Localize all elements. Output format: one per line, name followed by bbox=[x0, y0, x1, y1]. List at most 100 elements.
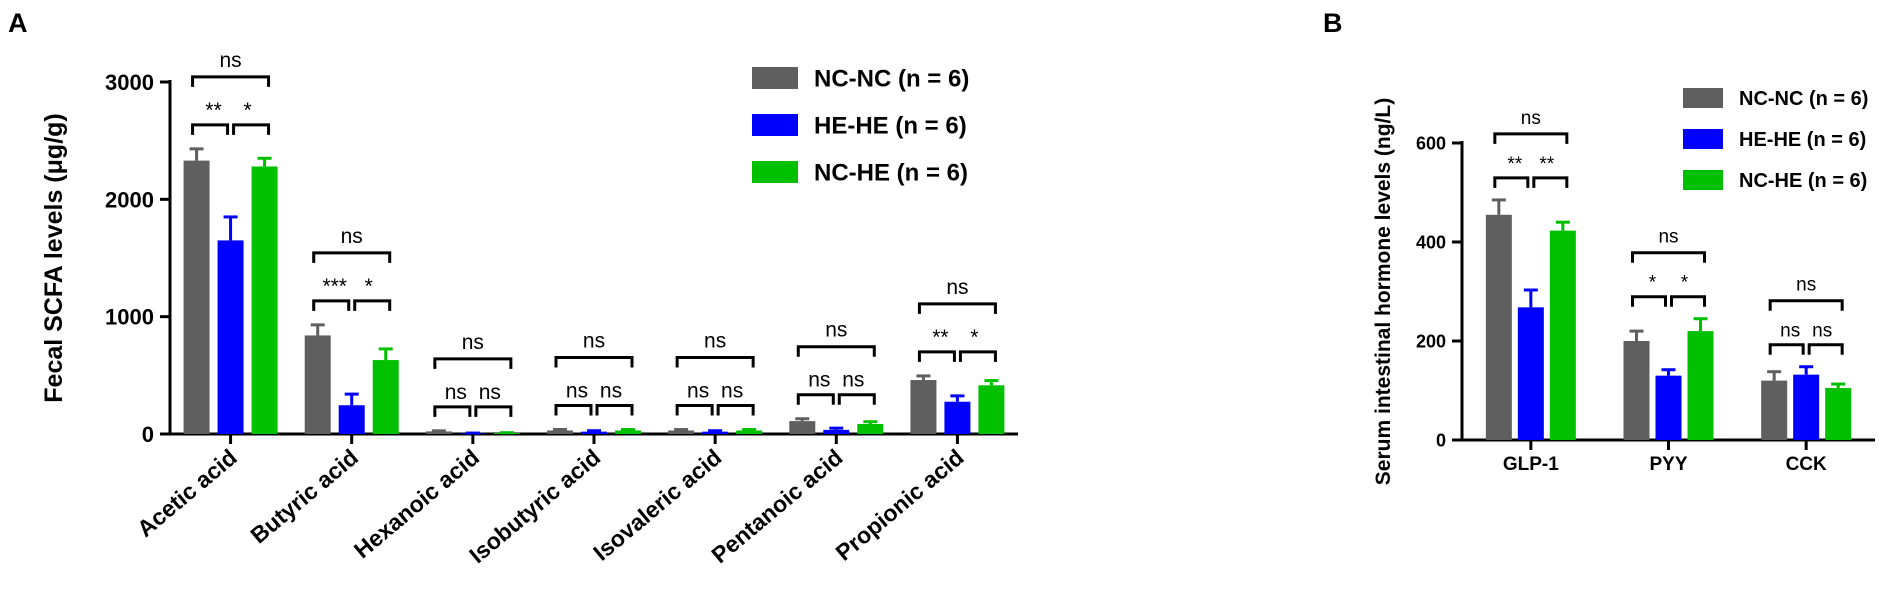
significance-label: ns bbox=[583, 330, 605, 353]
legend-swatch bbox=[752, 114, 798, 136]
significance-label: ns bbox=[842, 369, 864, 392]
bar bbox=[1761, 380, 1788, 440]
bar bbox=[581, 431, 607, 434]
significance-bracket bbox=[232, 123, 271, 135]
significance-label: *** bbox=[322, 275, 347, 298]
significance-label: ns bbox=[479, 381, 501, 404]
x-tick-label: CCK bbox=[1786, 454, 1827, 475]
significance-bracket bbox=[1768, 299, 1844, 311]
significance-label: * bbox=[365, 275, 373, 298]
significance-label: ns bbox=[1812, 321, 1832, 342]
significance-bracket bbox=[796, 345, 876, 357]
significance-label: ns bbox=[704, 330, 726, 353]
significance-bracket bbox=[1532, 176, 1569, 188]
significance-label: ns bbox=[341, 225, 363, 248]
bar bbox=[251, 166, 278, 435]
significance-bracket bbox=[191, 123, 230, 135]
x-tick-label: Butyric acid bbox=[245, 444, 363, 549]
significance-label: ns bbox=[1780, 321, 1800, 342]
y-tick-label: 400 bbox=[1416, 232, 1446, 252]
bar bbox=[736, 430, 763, 434]
significance-bracket bbox=[716, 404, 755, 416]
significance-label: ns bbox=[825, 319, 847, 342]
significance-bracket bbox=[1631, 295, 1667, 307]
panel-label: A bbox=[8, 8, 28, 38]
significance-bracket bbox=[474, 405, 513, 417]
bar bbox=[217, 240, 244, 434]
bar bbox=[304, 335, 331, 434]
legend-label: HE-HE (n = 6) bbox=[814, 113, 967, 140]
bar bbox=[857, 424, 884, 434]
legend-label: HE-HE (n = 6) bbox=[1739, 129, 1866, 151]
bar bbox=[1517, 307, 1544, 440]
significance-bracket bbox=[958, 350, 997, 362]
significance-label: ns bbox=[1521, 108, 1541, 129]
y-tick-label: 0 bbox=[142, 422, 154, 447]
significance-label: ns bbox=[1658, 227, 1678, 248]
significance-label: ns bbox=[600, 380, 622, 403]
significance-label: * bbox=[1681, 273, 1689, 294]
significance-bracket bbox=[1807, 343, 1844, 355]
significance-bracket bbox=[595, 404, 634, 416]
y-tick-label: 1000 bbox=[105, 305, 154, 330]
significance-bracket bbox=[312, 251, 392, 263]
x-tick-label: PYY bbox=[1649, 454, 1687, 475]
significance-label: ns bbox=[1796, 275, 1816, 296]
significance-label: ** bbox=[932, 326, 948, 349]
bar bbox=[338, 405, 365, 434]
y-axis-label: Fecal SCFA levels (μg/g) bbox=[40, 113, 68, 402]
x-tick-label: Propionic acid bbox=[831, 444, 969, 566]
bar bbox=[1687, 331, 1714, 440]
y-tick-label: 0 bbox=[1436, 430, 1446, 450]
significance-bracket bbox=[1768, 343, 1805, 355]
bar bbox=[702, 431, 729, 434]
x-tick-label: GLP-1 bbox=[1503, 454, 1559, 475]
bar bbox=[1623, 341, 1650, 440]
significance-bracket bbox=[1493, 176, 1530, 188]
bar bbox=[425, 431, 452, 434]
significance-bracket bbox=[917, 302, 997, 314]
legend-swatch bbox=[1683, 170, 1723, 190]
x-tick-label: Isovaleric acid bbox=[588, 444, 726, 566]
significance-label: ns bbox=[721, 380, 743, 403]
bar bbox=[910, 380, 937, 434]
bar bbox=[1825, 388, 1852, 440]
significance-label: ns bbox=[462, 331, 484, 354]
significance-bracket bbox=[433, 357, 513, 369]
significance-label: * bbox=[1649, 273, 1657, 294]
significance-label: ns bbox=[687, 380, 709, 403]
significance-bracket bbox=[917, 350, 956, 362]
legend-swatch bbox=[752, 161, 798, 183]
bar bbox=[372, 360, 399, 434]
significance-bracket bbox=[837, 393, 876, 405]
y-tick-label: 2000 bbox=[105, 187, 154, 212]
y-tick-label: 3000 bbox=[105, 70, 154, 95]
significance-label: ns bbox=[946, 276, 968, 299]
legend-label: NC-NC (n = 6) bbox=[814, 66, 969, 93]
significance-bracket bbox=[191, 75, 271, 87]
panel-b: B Serum intestinal hormone levels (ng/L) 0… bbox=[1323, 8, 1875, 485]
bar bbox=[823, 429, 850, 434]
significance-bracket bbox=[1670, 295, 1706, 307]
y-tick-label: 600 bbox=[1416, 133, 1446, 153]
bar bbox=[668, 430, 695, 434]
x-tick-label: Pentanoic acid bbox=[706, 444, 847, 568]
bar bbox=[1655, 375, 1682, 440]
significance-label: ** bbox=[1507, 154, 1522, 175]
bar bbox=[978, 385, 1005, 434]
significance-bracket bbox=[1631, 251, 1706, 263]
x-tick-label: Acetic acid bbox=[132, 444, 242, 542]
significance-label: * bbox=[970, 326, 978, 349]
significance-bracket bbox=[796, 393, 835, 405]
significance-label: ** bbox=[1539, 154, 1554, 175]
significance-label: * bbox=[243, 99, 251, 122]
y-axis-label: Serum intestinal hormone levels (ng/L) bbox=[1372, 98, 1395, 485]
significance-bracket bbox=[675, 356, 755, 368]
panel-a: A Fecal SCFA levels (μg/g) 0 1000 2000 3000 Ac… bbox=[8, 8, 1018, 568]
bar bbox=[547, 430, 573, 434]
bar bbox=[944, 401, 971, 434]
y-tick-label: 200 bbox=[1416, 331, 1446, 351]
bar bbox=[1549, 230, 1576, 440]
significance-bracket bbox=[554, 404, 593, 416]
significance-bracket bbox=[675, 404, 714, 416]
